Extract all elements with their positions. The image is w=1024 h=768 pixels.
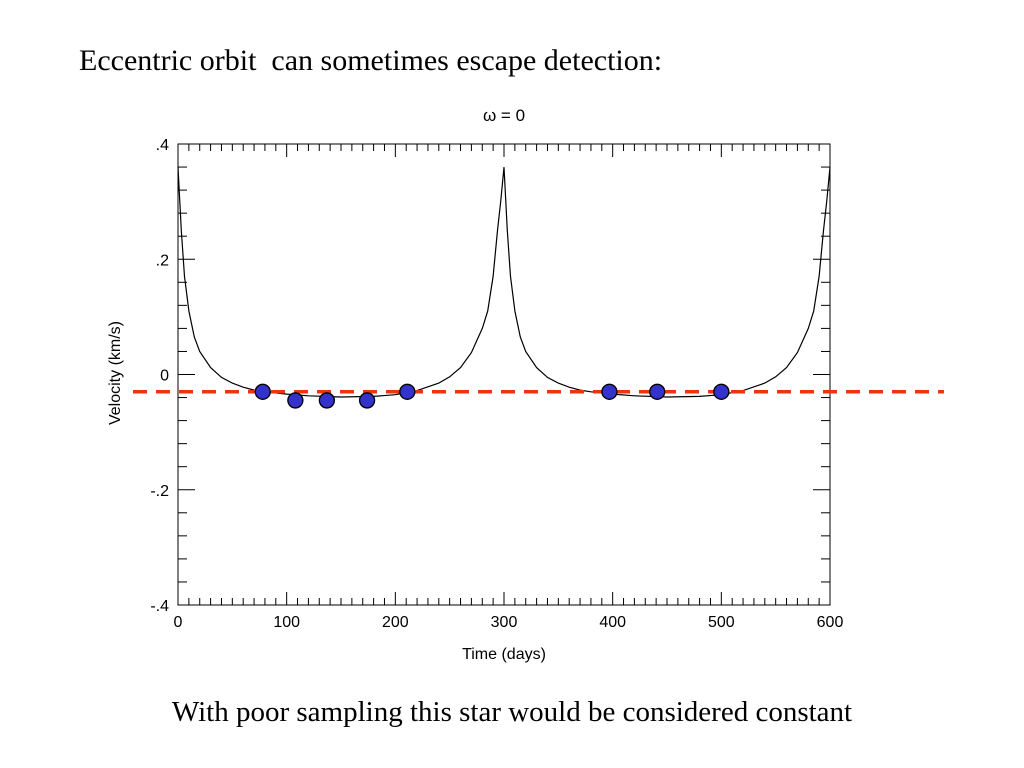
observation-point [318,392,336,409]
x-tick-label: 0 [174,614,183,631]
y-tick-label: .4 [156,137,169,154]
observation-point [358,392,376,409]
series [133,167,944,409]
slide-title: Eccentric orbit can sometimes escape det… [79,44,663,77]
observation-point [713,383,730,400]
x-tick-label: 400 [599,614,626,631]
chart-title: ω = 0 [483,106,525,125]
y-axis-label: Velocity (km/s) [107,321,124,425]
y-tick-label: 0 [160,368,169,385]
axes: 0 100 200 300 400 500 600 -.4 -.2 0 .2 .4 [150,137,843,631]
plot-frame [177,143,831,606]
x-tick-label: 500 [708,614,735,631]
observation-point [601,383,618,400]
observation-point [254,383,271,400]
observation-point [287,392,304,409]
x-tick-label: 300 [491,614,518,631]
x-axis-label: Time (days) [462,646,546,663]
observation-point [649,383,666,400]
x-tick-label: 200 [382,614,409,631]
x-tick-label: 600 [817,614,844,631]
y-tick-label: -.2 [150,483,169,500]
observation-point [399,383,416,400]
y-tick-label: .2 [156,252,169,269]
y-tick-label: -.4 [150,598,169,615]
velocity-curve [177,167,831,398]
x-tick-label: 100 [273,614,300,631]
slide-caption: With poor sampling this star would be co… [171,696,853,728]
